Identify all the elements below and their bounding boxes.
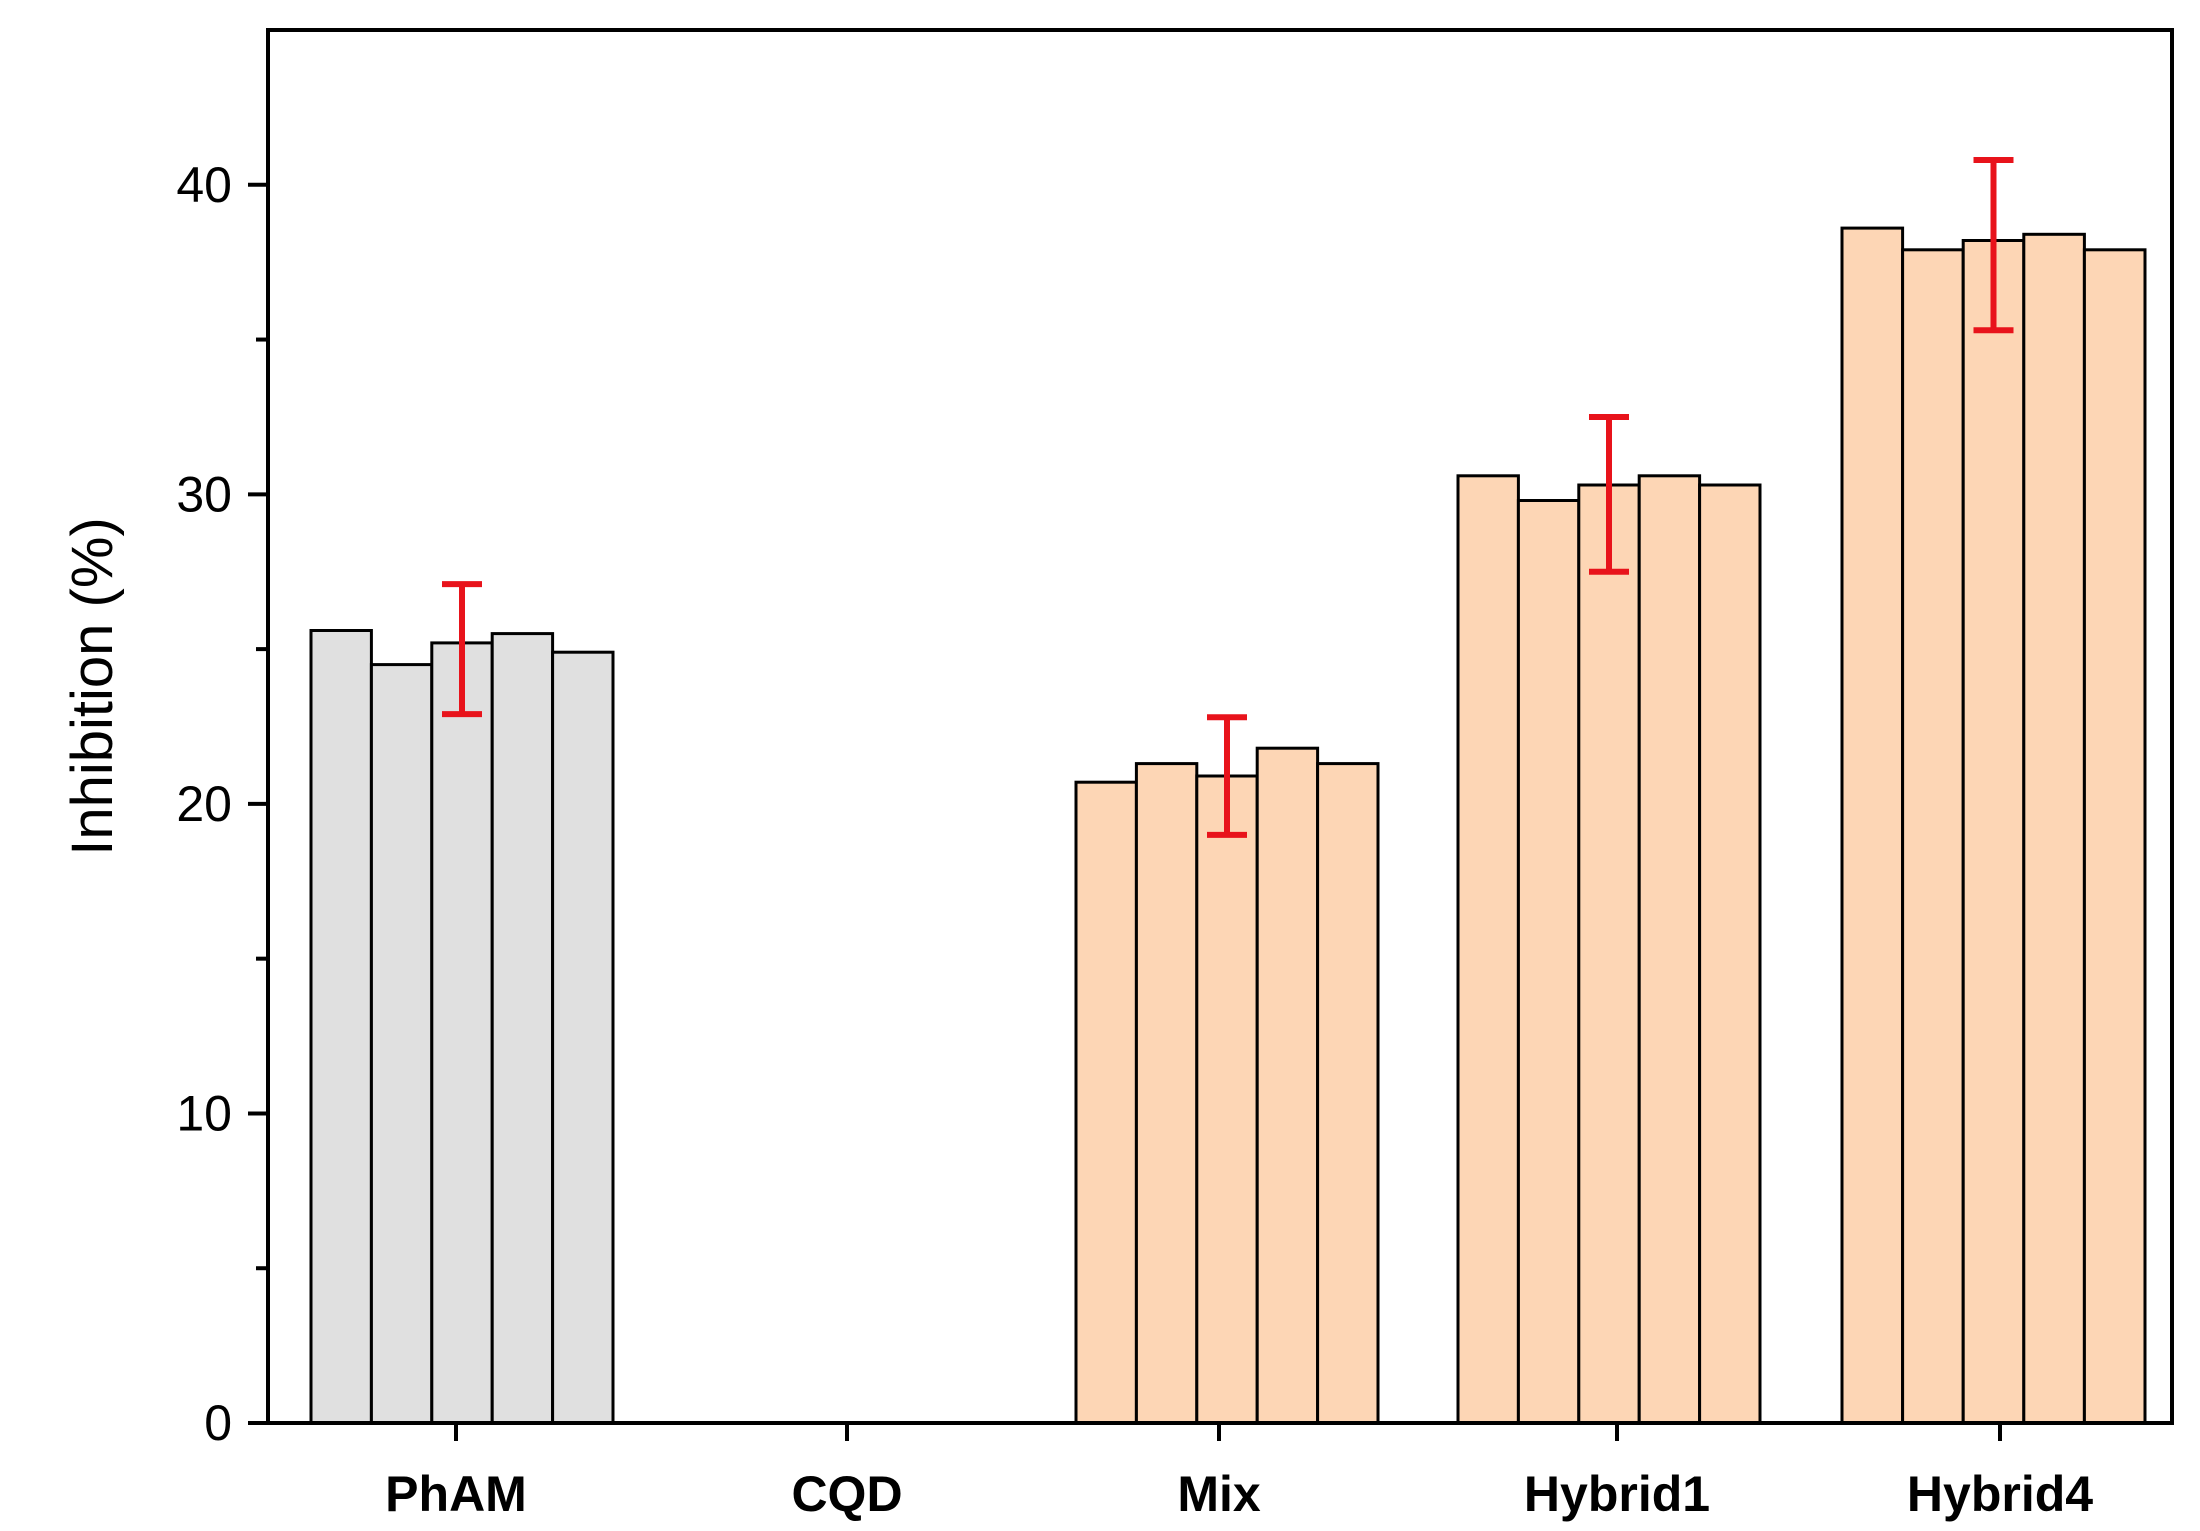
bar-hybrid1-5 (1698, 483, 1762, 1425)
y-tick-label-30: 30 (176, 466, 232, 522)
y-tick-label-40: 40 (176, 157, 232, 213)
bar-mix-1 (1074, 780, 1138, 1425)
bar-pham-5 (551, 650, 615, 1425)
bar-hybrid1-4 (1637, 474, 1702, 1425)
x-tick-label-hybrid4: Hybrid4 (1907, 1466, 2093, 1522)
bar-mix-2 (1134, 762, 1199, 1425)
bar-pham-3 (430, 641, 494, 1425)
bar-hybrid4-5 (2082, 248, 2147, 1425)
bar-mix-3 (1195, 774, 1259, 1425)
x-tick-label-cqd: CQD (791, 1466, 902, 1522)
bar-pham-2 (369, 663, 434, 1425)
bar-hybrid1-2 (1516, 499, 1581, 1425)
x-tick-label-hybrid1: Hybrid1 (1524, 1466, 1710, 1522)
bar-mix-5 (1316, 762, 1380, 1425)
bar-pham-1 (309, 629, 373, 1425)
error-bars-layer (442, 157, 2014, 838)
bar-hybrid4-3 (1961, 239, 2026, 1425)
bar-mix-4 (1255, 746, 1320, 1425)
y-axis-ticks: 0 10 20 30 40 (176, 157, 268, 1451)
x-axis-ticks: PhAM CQD Mix Hybrid1 Hybrid4 (385, 1423, 2093, 1522)
bar-hybrid1-1 (1456, 474, 1520, 1425)
bar-hybrid4-2 (1901, 248, 1965, 1425)
y-tick-label-10: 10 (176, 1085, 232, 1141)
x-tick-label-pham: PhAM (385, 1466, 527, 1522)
bar-hybrid4-1 (1840, 226, 1905, 1425)
bar-hybrid1-3 (1577, 483, 1641, 1425)
y-axis-title: Inhibition (%) (60, 517, 125, 855)
y-tick-label-20: 20 (176, 776, 232, 832)
x-tick-label-mix: Mix (1177, 1466, 1261, 1522)
bars-layer (309, 226, 2147, 1425)
bar-hybrid4-4 (2022, 232, 2086, 1425)
bar-pham-4 (490, 632, 555, 1425)
y-tick-label-0: 0 (204, 1395, 232, 1451)
